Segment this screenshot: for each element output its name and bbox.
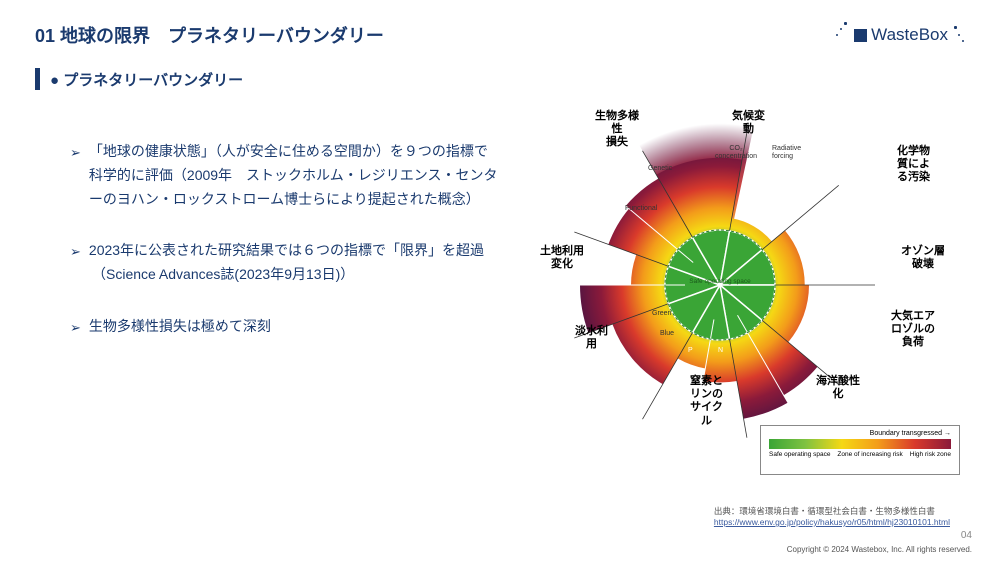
logo-text: WasteBox bbox=[871, 25, 948, 45]
legend-label: High risk zone bbox=[910, 451, 951, 458]
chart-sublabel: Green bbox=[652, 310, 671, 318]
bullet-arrow-icon: ➢ bbox=[70, 241, 81, 263]
chart-sublabel: N bbox=[718, 347, 723, 355]
subtitle: ● プラネタリーバウンダリー bbox=[50, 69, 243, 90]
content-area: ➢ 「地球の健康状態」（人が安全に住める空間か）を９つの指標で科学的に評価（20… bbox=[0, 90, 1000, 475]
planetary-boundaries-chart: Safe operating space 生物多様性損失 気候変動 化学物質によ… bbox=[520, 115, 960, 475]
chart-legend: Boundary transgressed → Safe operating s… bbox=[760, 425, 960, 475]
chart-svg: Safe operating space bbox=[520, 115, 960, 475]
chart-label-nitrogen: 窒素とリンのサイクル bbox=[690, 375, 723, 428]
chart-label-climate: 気候変動 bbox=[732, 110, 765, 136]
svg-text:Safe operating space: Safe operating space bbox=[689, 278, 751, 285]
legend-arrow-label: Boundary transgressed → bbox=[769, 430, 951, 437]
chart-sublabel: Genetic bbox=[648, 165, 672, 173]
chart-label-biodiversity: 生物多様性損失 bbox=[595, 110, 639, 150]
chart-column: Safe operating space 生物多様性損失 気候変動 化学物質によ… bbox=[520, 115, 970, 475]
chart-sublabel: CO₂concentration bbox=[715, 145, 757, 160]
page-number: 04 bbox=[787, 530, 972, 541]
chart-sublabel: Functional bbox=[625, 205, 657, 213]
chart-label-land: 土地利用変化 bbox=[540, 245, 584, 271]
legend-labels: Safe operating space Zone of increasing … bbox=[769, 451, 951, 458]
bullet-item: ➢ 2023年に公表された研究結果では６つの指標で「限界」を超過 （Scienc… bbox=[70, 239, 500, 287]
chart-label-chemical: 化学物質による汚染 bbox=[897, 145, 930, 185]
chart-label-ocean: 海洋酸性化 bbox=[816, 375, 860, 401]
chart-label-aerosol: 大気エアロゾルの負荷 bbox=[891, 310, 935, 350]
chart-label-ozone: オゾン層破壊 bbox=[901, 245, 945, 271]
bullet-text: 2023年に公表された研究結果では６つの指標で「限界」を超過 bbox=[89, 239, 500, 263]
logo-square-icon bbox=[854, 29, 867, 42]
chart-sublabel: P bbox=[688, 347, 693, 355]
logo: WasteBox bbox=[832, 20, 970, 50]
accent-bar-icon bbox=[35, 68, 40, 90]
logo-dots-right-icon bbox=[952, 20, 970, 50]
logo-dots-left-icon bbox=[832, 20, 850, 50]
bullet-subtext: （Science Advances誌(2023年9月13日)） bbox=[70, 263, 500, 287]
legend-gradient-bar bbox=[769, 439, 951, 449]
chart-sublabel: Radiativeforcing bbox=[772, 145, 801, 160]
chart-sublabel: Blue bbox=[660, 330, 674, 338]
source-text: 出典：環境省環境白書・循環型社会白書・生物多様性白書 bbox=[714, 506, 935, 516]
footer: 04 Copyright © 2024 Wastebox, Inc. All r… bbox=[787, 530, 972, 554]
chart-label-freshwater: 淡水利用 bbox=[575, 325, 608, 351]
source-link[interactable]: https://www.env.go.jp/policy/hakusyo/r05… bbox=[714, 517, 950, 527]
bullet-arrow-icon: ➢ bbox=[70, 142, 81, 164]
bullet-item: ➢ 「地球の健康状態」（人が安全に住める空間か）を９つの指標で科学的に評価（20… bbox=[70, 140, 500, 211]
legend-label: Safe operating space bbox=[769, 451, 830, 458]
bullet-text: 生物多様性損失は極めて深刻 bbox=[89, 315, 500, 339]
header: 01 地球の限界 プラネタリーバウンダリー WasteBox bbox=[0, 0, 1000, 58]
page-title: 01 地球の限界 プラネタリーバウンダリー bbox=[35, 22, 384, 48]
subtitle-bar: ● プラネタリーバウンダリー bbox=[35, 68, 1000, 90]
copyright: Copyright © 2024 Wastebox, Inc. All righ… bbox=[787, 545, 972, 554]
bullet-item: ➢ 生物多様性損失は極めて深刻 bbox=[70, 315, 500, 339]
bullet-text: 「地球の健康状態」（人が安全に住める空間か）を９つの指標で科学的に評価（2009… bbox=[89, 140, 500, 211]
source-citation: 出典：環境省環境白書・循環型社会白書・生物多様性白書 https://www.e… bbox=[714, 505, 950, 527]
bullet-arrow-icon: ➢ bbox=[70, 317, 81, 339]
text-column: ➢ 「地球の健康状態」（人が安全に住める空間か）を９つの指標で科学的に評価（20… bbox=[70, 115, 500, 475]
legend-label: Zone of increasing risk bbox=[837, 451, 902, 458]
